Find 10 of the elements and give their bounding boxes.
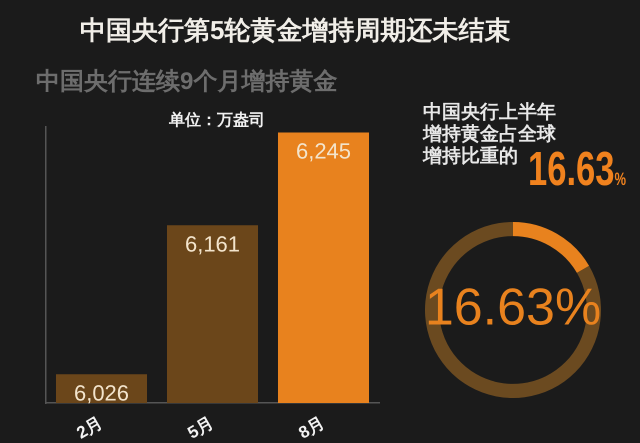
x-tick-label: 5月 [184, 412, 217, 443]
x-tick-label: 8月 [295, 412, 328, 443]
data-label: 6,026 [74, 380, 130, 406]
x-tick-label: 2月 [73, 412, 106, 443]
chart-title: 中国央行第5轮黄金增持周期还未结束 [80, 14, 510, 47]
data-label: 16.63% [424, 278, 602, 336]
chart-subtitle: 中国央行连续9个月增持黄金 [36, 67, 338, 97]
y-axis-title: 单位：万盎司 [169, 110, 265, 131]
data-label: 6,161 [184, 231, 240, 256]
data-label: 6,245 [296, 138, 352, 164]
